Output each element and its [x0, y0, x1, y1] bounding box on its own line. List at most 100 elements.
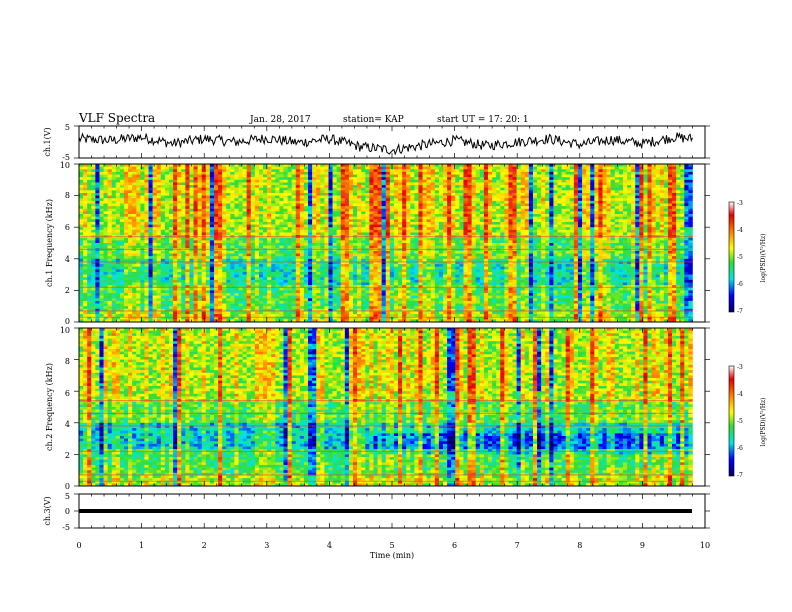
spectrogram-cell	[353, 214, 358, 217]
spectrogram-cell	[430, 243, 436, 246]
spectrogram-cell	[680, 214, 685, 217]
spectrogram-cell	[676, 211, 681, 215]
spectrogram-cell	[115, 195, 121, 199]
spectrogram-cell	[541, 182, 546, 186]
spectrogram-cell	[111, 221, 117, 225]
spectrogram-cell	[357, 232, 362, 236]
spectrogram-cell	[541, 206, 546, 210]
spectrogram-cell	[643, 179, 648, 183]
spectrogram-cell	[193, 211, 198, 215]
spectrogram-cell	[512, 219, 517, 223]
spectrogram-cell	[115, 179, 121, 183]
spectrogram-cell	[242, 166, 247, 170]
spectrogram-cell	[610, 221, 616, 225]
spectrogram-cell	[524, 190, 530, 194]
spectrogram-cell	[99, 221, 104, 225]
spectrogram-cell	[565, 179, 571, 183]
spectrogram-cell	[103, 190, 108, 194]
spectrogram-cell	[618, 214, 624, 217]
spectrogram-cell	[246, 179, 252, 183]
spectrogram-cell	[455, 211, 460, 215]
spectrogram-cell	[402, 206, 407, 210]
spectrogram-cell	[283, 185, 288, 188]
spectrogram-cell	[263, 211, 268, 215]
spectrogram-cell	[246, 232, 252, 236]
spectrogram-cell	[369, 240, 374, 244]
spectrogram-cell	[201, 208, 207, 212]
spectrogram-cell	[189, 219, 194, 223]
spectrogram-cell	[659, 227, 665, 231]
spectrogram-cell	[373, 243, 378, 246]
spectrogram-cell	[577, 221, 583, 225]
spectrogram-cell	[639, 177, 644, 181]
ch1-ytick-bottom: -5	[62, 153, 70, 162]
spectrogram-cell	[414, 200, 419, 204]
spectrogram-cell	[639, 200, 644, 204]
spectrogram-cell	[577, 214, 583, 217]
spectrogram-cell	[516, 203, 522, 207]
spectrogram-cell	[479, 224, 485, 228]
spectrogram-cell	[312, 166, 317, 170]
spectrogram-cell	[267, 179, 272, 183]
spectrogram-cell	[222, 211, 227, 215]
spectrogram-cell	[524, 187, 530, 191]
spectrogram-cell	[381, 211, 387, 215]
spectrogram-cell	[197, 187, 202, 191]
spectrogram-cell	[332, 221, 337, 225]
spectrogram-cell	[561, 174, 566, 178]
spectrogram-cell	[103, 169, 108, 173]
spectrogram-cell	[659, 229, 665, 233]
spectrogram-cell	[676, 187, 681, 191]
spectrogram-cell	[524, 240, 530, 244]
spectrogram-cell	[164, 227, 170, 231]
spectrogram-cell	[504, 245, 509, 249]
spectrogram-cell	[287, 243, 292, 246]
spectrogram-cell	[398, 195, 403, 199]
spectrogram-cell	[467, 240, 472, 244]
spectrogram-cell	[672, 245, 677, 249]
spectrogram-cell	[606, 240, 611, 244]
spectrogram-cell	[332, 192, 337, 196]
spectrogram-cell	[561, 200, 566, 204]
spectrogram-cell	[676, 232, 681, 236]
spectrogram-cell	[455, 219, 460, 223]
spectrogram-cell	[643, 200, 648, 204]
spectrogram-cell	[348, 245, 354, 249]
spectrogram-cell	[504, 171, 509, 175]
spectrogram-cell	[455, 227, 460, 231]
spectrogram-cell	[676, 240, 681, 244]
spectrogram-cell	[152, 198, 158, 202]
spectrogram-cell	[201, 198, 207, 202]
spectrogram-cell	[373, 214, 378, 217]
spectrogram-cell	[222, 187, 227, 191]
spectrogram-cell	[569, 179, 575, 183]
spectrogram-cell	[479, 182, 485, 186]
spectrogram-cell	[479, 227, 485, 231]
spectrogram-cell	[230, 198, 235, 202]
spectrogram-cell	[340, 221, 346, 225]
spectrogram-cell	[598, 171, 603, 175]
spectrogram-cell	[582, 195, 587, 199]
spectrogram-cell	[459, 240, 464, 244]
spectrogram-cell	[128, 187, 133, 191]
spectrogram-cell	[622, 195, 628, 199]
spectrogram-cell	[209, 232, 215, 236]
spectrogram-cell	[524, 211, 530, 215]
spectrogram-cell	[115, 243, 121, 246]
spectrogram-cell	[173, 206, 178, 210]
spectrogram-cell	[123, 245, 129, 249]
spectrogram-cell	[590, 227, 595, 231]
spectrogram-cell	[537, 187, 542, 191]
spectrogram-cell	[136, 190, 141, 194]
spectrogram-cell	[193, 195, 198, 199]
spectrogram-cell	[287, 224, 292, 228]
spectrogram-cell	[344, 182, 350, 186]
spectrogram-cell	[234, 232, 239, 236]
spectrogram-cell	[136, 211, 141, 215]
spectrogram-cell	[123, 243, 129, 246]
spectrogram-cell	[414, 185, 419, 188]
spectrogram-cell	[132, 245, 137, 249]
spectrogram-cell	[430, 203, 436, 207]
spectrogram-cell	[594, 240, 599, 244]
spectrogram-cell	[140, 216, 145, 220]
